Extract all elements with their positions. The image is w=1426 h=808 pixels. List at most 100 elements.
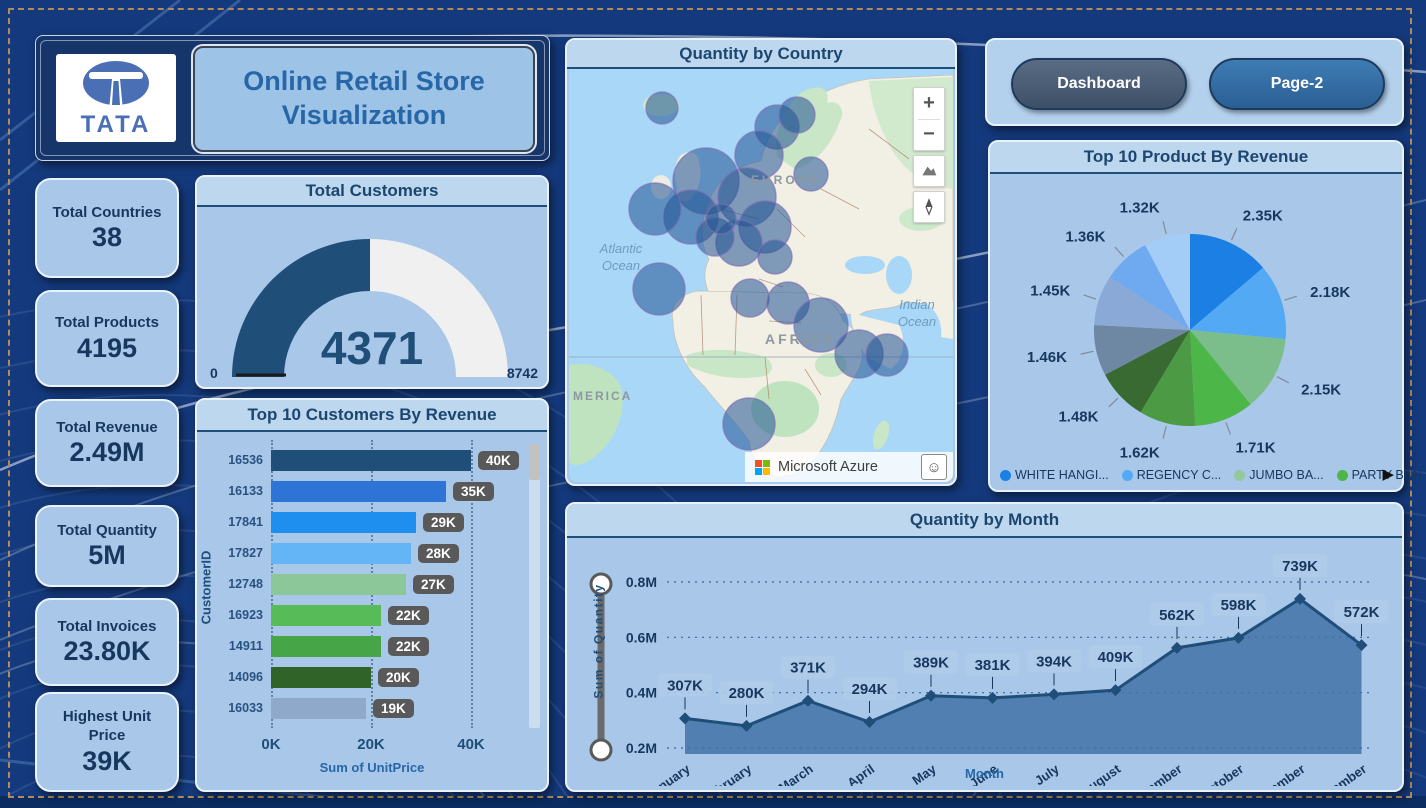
map-label-america: MERICA [573, 389, 633, 403]
feedback-smiley-button[interactable]: ☺ [921, 454, 947, 480]
point-value-label: 572K [1344, 604, 1380, 621]
point-label-pill [842, 676, 897, 700]
pie-slice-1.36K[interactable] [1109, 245, 1190, 330]
kpi-value: 38 [91, 222, 123, 253]
gauge-title: Total Customers [197, 177, 547, 207]
map-style-button[interactable] [913, 155, 945, 187]
kpi-highest-unit-price: Highest Unit Price 39K [35, 692, 179, 792]
kpi-value: 2.49M [69, 437, 145, 468]
pie-slice-1.45K[interactable] [1094, 276, 1190, 330]
map-canvas[interactable]: EUROPE AFRICA MERICA Atlantic Ocean Indi… [569, 69, 953, 482]
pie-chart-title: Top 10 Product By Revenue [990, 142, 1402, 174]
data-point-November[interactable] [1294, 592, 1306, 605]
gauge-panel-total-customers: Total Customers 4371 0 8742 [195, 175, 549, 389]
legend-next-arrow[interactable]: ▶ [1382, 466, 1394, 483]
data-point-May[interactable] [925, 689, 937, 702]
point-value-label: 739K [1282, 558, 1318, 575]
pie-slice-2.35K[interactable] [1190, 234, 1264, 330]
pie-slice-1.62K[interactable] [1140, 330, 1196, 426]
bar-row-16133: 16133 35K [207, 479, 494, 503]
map-label-africa: AFRICA [765, 331, 836, 347]
data-point-September[interactable] [1171, 641, 1183, 654]
data-point-July[interactable] [1048, 688, 1060, 701]
pie-slice-1.71K[interactable] [1190, 330, 1251, 426]
zoom-in-button[interactable]: + [923, 91, 935, 114]
legend-item[interactable]: PARTY BUN... [1336, 468, 1426, 482]
pie-slice-2.15K[interactable] [1190, 330, 1286, 405]
gauge-max-label: 8742 [506, 365, 538, 381]
bar-14911[interactable] [271, 635, 381, 657]
legend-item[interactable]: WHITE HANGI... [1000, 468, 1109, 482]
pie-chart-panel: Top 10 Product By Revenue 2.35K 2.18K 2.15… [988, 140, 1426, 492]
bar-y-axis-label: CustomerID [198, 550, 214, 625]
map-title: Quantity by Country [567, 40, 955, 69]
scrollbar-thumb[interactable] [529, 444, 540, 480]
data-point-January[interactable] [679, 712, 691, 725]
bar-17841[interactable] [271, 511, 416, 533]
bar-chart-title: Top 10 Customers By Revenue [197, 400, 547, 432]
point-label-pill [965, 652, 1020, 676]
legend-dot-icon [1000, 469, 1011, 481]
gauge-body[interactable]: 4371 0 8742 [197, 205, 547, 387]
data-point-March[interactable] [802, 694, 814, 707]
y-axis-slider-handle[interactable] [589, 738, 613, 762]
bar-chart-scrollbar[interactable] [529, 444, 540, 728]
data-point-June[interactable] [986, 691, 999, 704]
bar-category-label: 14911 [228, 639, 263, 653]
pie-chart: 2.35K 2.18K 2.15K 1.71K 1.62K 1.48K 1.46K 1.45K… [1027, 200, 1350, 462]
bar-value-label: 22K [388, 636, 429, 656]
point-value-label: 394K [1036, 653, 1072, 670]
data-point-October[interactable] [1232, 631, 1245, 644]
x-gridline [471, 440, 473, 728]
data-point-April[interactable] [863, 715, 876, 728]
point-label-pill [1211, 592, 1266, 616]
tata-logo: TATA [56, 54, 176, 142]
bar-16133[interactable] [271, 480, 446, 502]
microsoft-logo-icon [755, 459, 770, 475]
nav-dashboard-button[interactable]: Dashboard [1011, 58, 1187, 110]
kpi-total-quantity: Total Quantity 5M [35, 505, 179, 587]
y-axis-slider-handle[interactable] [589, 572, 613, 596]
bar-chart-plot: 16536 40K 16133 35K 17841 29K 17827 28K 12748 27K… [207, 440, 519, 732]
pie-slice-1.32K[interactable] [1145, 234, 1190, 330]
bar-16536[interactable] [271, 449, 471, 471]
month-x-axis-label: Month [965, 766, 1004, 781]
bar-row-17827: 17827 28K [207, 541, 459, 565]
zoom-out-button[interactable]: − [923, 123, 935, 146]
bar-category-label: 17841 [228, 515, 263, 529]
azure-attribution-text: Microsoft Azure [778, 459, 878, 475]
data-point-December[interactable] [1355, 639, 1368, 652]
bar-12748[interactable] [271, 573, 406, 595]
map-label-atlantic-ocean: Atlantic Ocean [599, 241, 643, 273]
bar-row-12748: 12748 27K [207, 572, 454, 596]
point-label-pill [1088, 645, 1143, 669]
pie-slice-1.48K[interactable] [1105, 330, 1190, 413]
mountain-icon [922, 166, 937, 176]
nav-page2-button[interactable]: Page-2 [1209, 58, 1385, 110]
map-compass-button[interactable] [913, 191, 945, 223]
bar-16923[interactable] [271, 604, 381, 626]
data-point-February[interactable] [740, 719, 753, 732]
kpi-label: Total Revenue [56, 418, 158, 436]
bar-row-16033: 16033 19K [207, 696, 414, 720]
point-label-pill [719, 680, 774, 704]
legend-item[interactable]: JUMBO BA... [1234, 468, 1324, 482]
pie-slice-1.46K[interactable] [1094, 325, 1190, 375]
quantity-bubbles [628, 91, 909, 451]
title-line-2: Visualization [281, 100, 447, 130]
data-point-August[interactable] [1109, 684, 1122, 697]
pie-slice-label: 2.15K [1301, 381, 1341, 398]
pie-slice-2.18K[interactable] [1190, 267, 1286, 340]
bar-value-label: 19K [373, 698, 414, 718]
bar-17827[interactable] [271, 542, 411, 564]
bar-16033[interactable] [271, 697, 366, 719]
compass-needle-icon [925, 198, 933, 216]
gauge-min-label: 0 [210, 365, 218, 381]
map-label-europe: EUROPE [751, 173, 820, 187]
pie-slice-label: 1.62K [1120, 444, 1160, 461]
bar-value-label: 22K [388, 605, 429, 625]
bar-14096[interactable] [271, 666, 371, 688]
bar-category-label: 12748 [228, 577, 263, 591]
legend-item[interactable]: REGENCY C... [1121, 468, 1221, 482]
point-value-label: 409K [1098, 649, 1134, 666]
